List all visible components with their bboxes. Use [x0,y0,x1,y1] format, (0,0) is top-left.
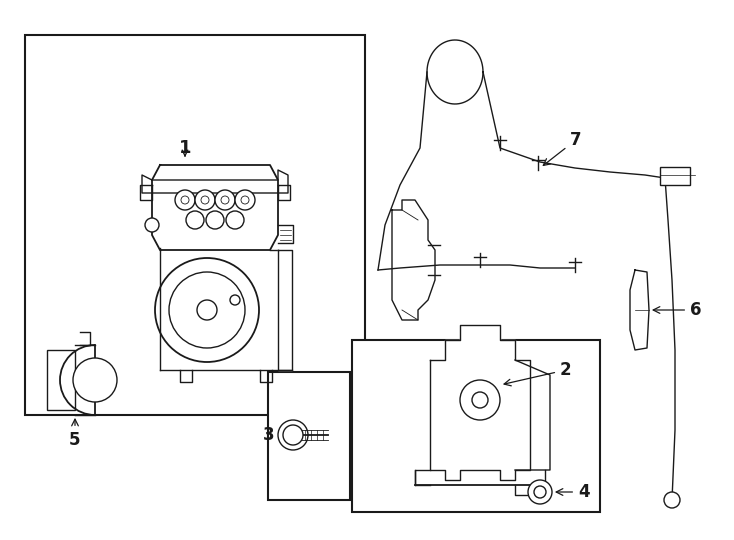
Text: 6: 6 [653,301,702,319]
Circle shape [664,492,680,508]
Polygon shape [142,170,288,193]
Polygon shape [430,325,530,480]
Text: 2: 2 [504,361,572,386]
Bar [268,372,350,500]
Circle shape [181,196,189,204]
Text: 5: 5 [69,419,81,449]
Text: 7: 7 [543,131,581,165]
Text: 3: 3 [264,426,292,444]
Circle shape [145,218,159,232]
Bar [660,167,690,185]
Circle shape [155,258,259,362]
Circle shape [215,190,235,210]
Bar [25,35,365,415]
Circle shape [206,211,224,229]
Circle shape [197,300,217,320]
Circle shape [230,295,240,305]
Polygon shape [152,165,278,250]
Text: 4: 4 [556,483,589,501]
Circle shape [278,420,308,450]
Circle shape [201,196,209,204]
Circle shape [472,392,488,408]
Circle shape [169,272,245,348]
Polygon shape [392,200,435,320]
Bar [47,350,75,410]
Text: 1: 1 [179,139,192,157]
Circle shape [283,425,303,445]
Circle shape [235,190,255,210]
Bar [352,340,600,512]
Circle shape [226,211,244,229]
Circle shape [241,196,249,204]
Polygon shape [278,250,292,370]
Circle shape [534,486,546,498]
Circle shape [175,190,195,210]
Circle shape [186,211,204,229]
Circle shape [73,358,117,402]
Circle shape [221,196,229,204]
Circle shape [528,480,552,504]
Circle shape [195,190,215,210]
Circle shape [460,380,500,420]
Polygon shape [515,360,550,470]
Polygon shape [630,270,649,350]
